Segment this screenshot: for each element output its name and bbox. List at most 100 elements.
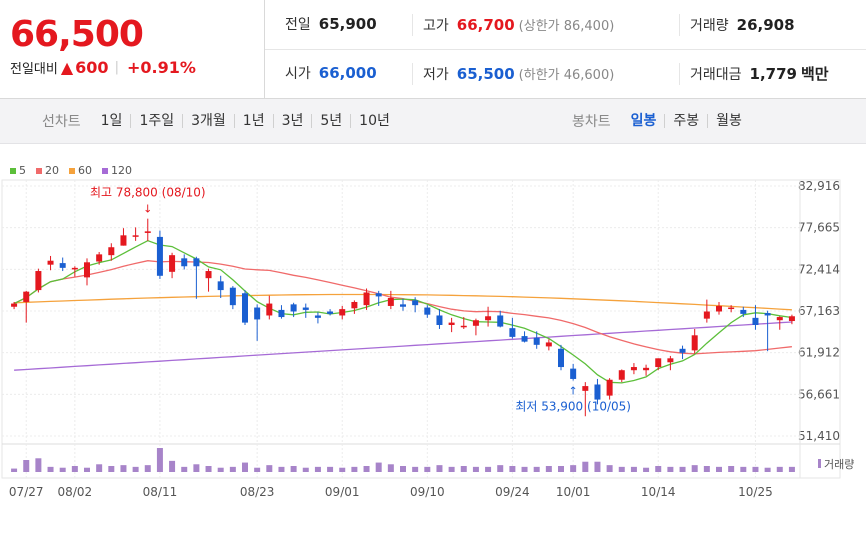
candle-body [35, 271, 42, 291]
candle-body [691, 335, 698, 351]
candle-body [460, 325, 467, 328]
candle-body [630, 367, 637, 371]
volume-bar [533, 466, 540, 472]
candle-body [667, 358, 674, 363]
volume-bar [679, 466, 686, 472]
candle-period-2[interactable]: 월봉 [707, 114, 750, 128]
ma-legend: 5 20 60 120 [10, 164, 132, 177]
y-tick-label: 56,661 [798, 387, 840, 401]
low-arrow-icon: ↑ [569, 385, 578, 398]
ma120-line [14, 321, 792, 371]
candle-period-0[interactable]: 일봉 [630, 113, 657, 129]
volume-bar [47, 466, 54, 472]
volume-bar [570, 465, 577, 472]
volume-bar [59, 467, 66, 472]
volume-bar [266, 465, 273, 472]
volume-bar [11, 468, 18, 472]
volume-bar [120, 465, 127, 472]
volume-bar [424, 466, 431, 472]
y-tick-label: 82,916 [798, 179, 840, 193]
volume-bar [643, 467, 650, 472]
candle-body [570, 368, 577, 379]
candle-body [375, 293, 382, 297]
volume-bar [716, 466, 722, 472]
line-period-6[interactable]: 10년 [350, 114, 398, 128]
line-period-4[interactable]: 3년 [272, 114, 312, 128]
legend-item-20: 20 [36, 164, 59, 177]
candle-body [716, 305, 722, 312]
line-period-2[interactable]: 3개월 [182, 114, 234, 128]
candle-body [339, 309, 346, 316]
stats-row-2: 시가 66,000 저가 65,500 (하한가 46,600) 거래대금 1,779 백… [265, 49, 866, 98]
volume-bar [132, 466, 139, 472]
volume-bar [35, 458, 42, 472]
up-triangle-icon: ▲ [60, 58, 74, 77]
quote-header: 66,500 전일대비 ▲ 600 | +0.91% 전일 65,900 고가 66… [0, 0, 866, 99]
stats-row-1: 전일 65,900 고가 66,700 (상한가 86,400) 거래량 26,908 [265, 0, 866, 50]
volume-bar [181, 466, 188, 472]
line-period-0[interactable]: 1일 [100, 113, 123, 129]
volume-bar [412, 466, 419, 472]
volume-bar [302, 467, 309, 472]
volume-bar [582, 461, 589, 472]
volume-bar [594, 461, 601, 472]
volume-bar [314, 466, 321, 472]
y-tick-label: 72,414 [798, 262, 840, 276]
stat-volume: 거래량 26,908 [679, 14, 795, 36]
candle-body [156, 236, 163, 276]
candle-body [509, 328, 516, 337]
candle-body [740, 309, 747, 314]
ma60-line [14, 293, 792, 311]
volume-bar [521, 466, 528, 472]
legend-item-60: 60 [69, 164, 92, 177]
ma5-line [13, 239, 792, 384]
volume-label: 거래량 [824, 458, 854, 471]
change-label: 전일대비 [10, 62, 58, 77]
volume-bar [193, 464, 200, 472]
current-price: 66,500 [10, 14, 144, 55]
candle-body [655, 358, 662, 368]
x-tick-label: 10/25 [738, 485, 773, 499]
volume-bar [242, 462, 248, 472]
volume-bar [96, 464, 103, 472]
candle-body [618, 370, 625, 380]
candle-body [436, 315, 443, 325]
candle-body [594, 384, 601, 400]
candle-body [412, 300, 419, 306]
stat-high: 고가 66,700 (상한가 86,400) [412, 14, 614, 36]
price-change: 전일대비 ▲ 600 | +0.91% [10, 58, 196, 77]
line-period-1[interactable]: 1주일 [130, 114, 182, 128]
candle-body [71, 267, 78, 270]
change-percent: +0.91% [126, 58, 196, 77]
candle-body [47, 260, 54, 265]
candle-body [96, 254, 103, 262]
candle-body [108, 247, 115, 256]
x-tick-label: 09/01 [325, 485, 360, 499]
volume-legend-swatch [818, 459, 821, 468]
volume-bar [400, 466, 406, 472]
candle-body [266, 303, 273, 316]
line-period-5[interactable]: 5년 [311, 114, 350, 128]
volume-bar [472, 466, 479, 472]
chart-toolbar: 선차트 1일 1주일 3개월 1년 3년 5년 10년 봉차트 일봉 주봉 월봉 [0, 99, 866, 144]
legend-item-5: 5 [10, 164, 26, 177]
chart-frame [1, 179, 841, 479]
line-period-3[interactable]: 1년 [233, 114, 273, 128]
volume-bar [339, 467, 346, 472]
x-tick-label: 10/14 [641, 485, 676, 499]
candle-body [400, 304, 406, 307]
candle-body [351, 301, 358, 309]
candle-body [788, 316, 795, 322]
candle-body [278, 309, 285, 318]
volume-bar [254, 467, 261, 472]
x-tick-label: 08/02 [58, 485, 93, 499]
stat-prev-close: 전일 65,900 [285, 15, 377, 33]
stat-open: 시가 66,000 [285, 64, 377, 82]
volume-bar [436, 465, 443, 472]
candle-period-1[interactable]: 주봉 [664, 114, 707, 128]
candle-body [327, 311, 334, 314]
quote-stats: 전일 65,900 고가 66,700 (상한가 86,400) 거래량 26,908 … [265, 0, 866, 98]
candle-body [448, 322, 455, 325]
legend-item-120: 120 [102, 164, 132, 177]
y-tick-label: 51,410 [798, 429, 840, 443]
